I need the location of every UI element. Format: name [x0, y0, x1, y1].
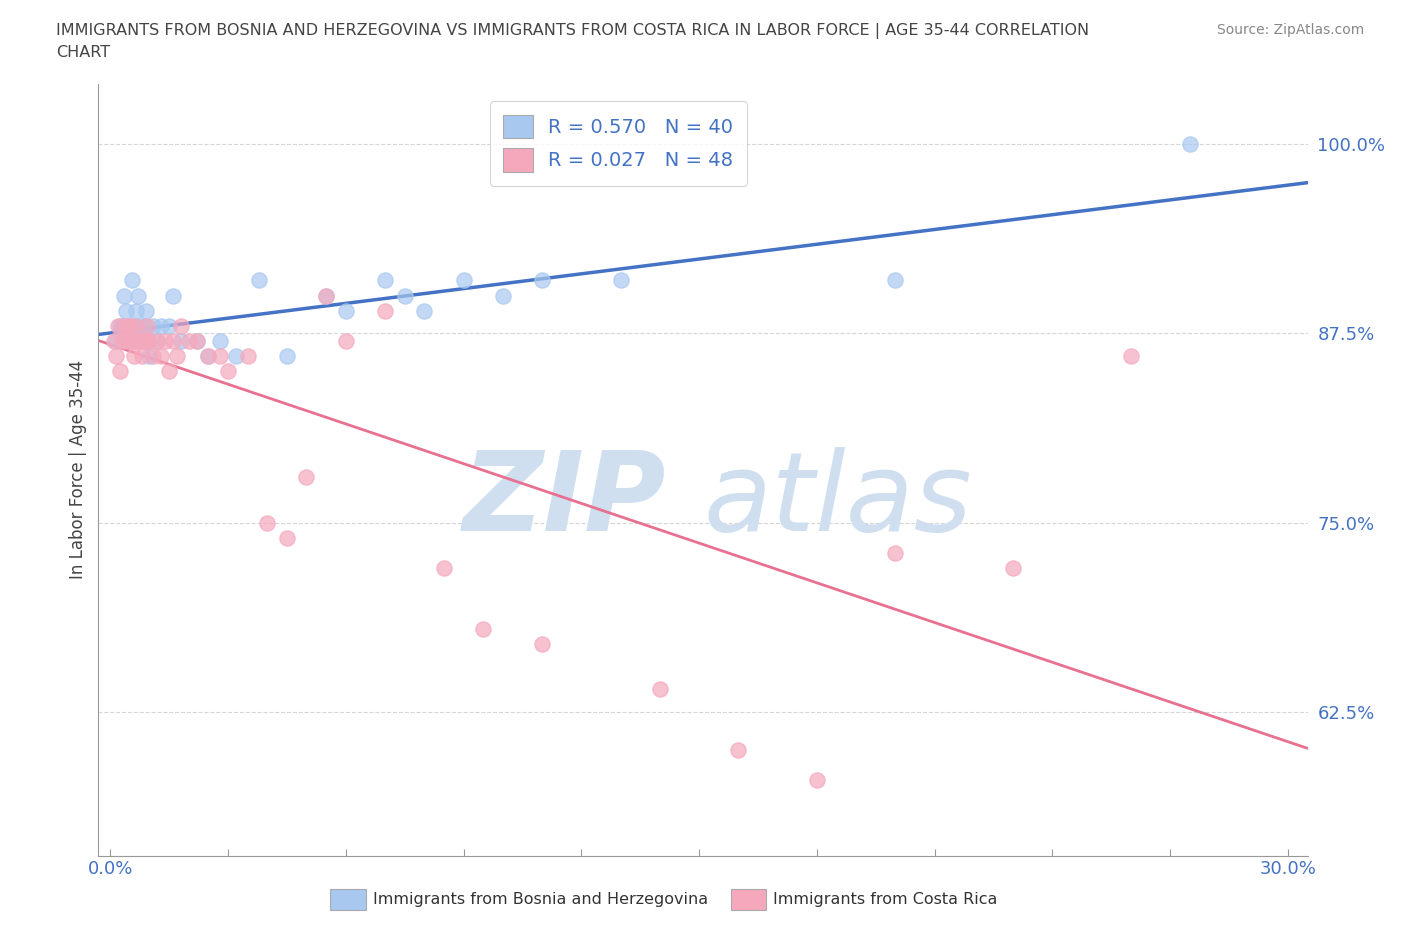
Point: [209, 334, 232, 349]
Point: [315, 288, 337, 303]
Point: [806, 773, 828, 788]
Point: [125, 303, 148, 318]
Point: [115, 303, 138, 318]
Point: [295, 470, 318, 485]
Point: [247, 273, 270, 288]
Point: [118, 334, 141, 349]
Point: [177, 334, 200, 349]
Text: CHART: CHART: [56, 45, 110, 60]
Point: [162, 334, 184, 349]
Point: [105, 349, 128, 364]
Point: [135, 303, 157, 318]
Point: [492, 288, 515, 303]
Point: [186, 334, 208, 349]
Text: Immigrants from Bosnia and Herzegovina: Immigrants from Bosnia and Herzegovina: [373, 892, 707, 907]
Point: [121, 334, 143, 349]
Point: [170, 318, 193, 333]
Point: [374, 303, 396, 318]
Point: [225, 349, 247, 364]
Point: [374, 273, 396, 288]
Point: [111, 334, 134, 349]
Legend: R = 0.570   N = 40, R = 0.027   N = 48: R = 0.570 N = 40, R = 0.027 N = 48: [489, 101, 747, 185]
Point: [157, 318, 180, 333]
Point: [136, 318, 159, 333]
Point: [131, 349, 153, 364]
Point: [1178, 137, 1201, 152]
Point: [115, 334, 138, 349]
Point: [162, 288, 184, 303]
Text: atlas: atlas: [703, 447, 972, 554]
Y-axis label: In Labor Force | Age 35-44: In Labor Force | Age 35-44: [69, 360, 87, 579]
Point: [117, 318, 139, 333]
Point: [132, 318, 155, 333]
Point: [127, 334, 149, 349]
Text: Immigrants from Costa Rica: Immigrants from Costa Rica: [773, 892, 998, 907]
Point: [453, 273, 475, 288]
Point: [117, 318, 139, 333]
Point: [146, 334, 169, 349]
Point: [127, 288, 149, 303]
Point: [413, 303, 436, 318]
Point: [138, 349, 160, 364]
Point: [105, 334, 128, 349]
Point: [197, 349, 219, 364]
Point: [112, 318, 135, 333]
Point: [111, 318, 134, 333]
Point: [107, 318, 129, 333]
Point: [108, 318, 131, 333]
Point: [335, 303, 357, 318]
Point: [122, 349, 145, 364]
Point: [112, 288, 135, 303]
Point: [472, 621, 495, 636]
Point: [217, 364, 239, 379]
Point: [394, 288, 416, 303]
Point: [125, 318, 148, 333]
Point: [142, 349, 165, 364]
Point: [727, 742, 749, 757]
Point: [128, 318, 150, 333]
Point: [103, 334, 125, 349]
Point: [131, 334, 153, 349]
Text: IMMIGRANTS FROM BOSNIA AND HERZEGOVINA VS IMMIGRANTS FROM COSTA RICA IN LABOR FO: IMMIGRANTS FROM BOSNIA AND HERZEGOVINA V…: [56, 23, 1090, 39]
Point: [122, 318, 145, 333]
Point: [315, 288, 337, 303]
Point: [136, 334, 159, 349]
Point: [153, 334, 176, 349]
Point: [276, 530, 298, 545]
Point: [335, 334, 357, 349]
Point: [118, 318, 141, 333]
Point: [146, 334, 169, 349]
Point: [166, 349, 188, 364]
Point: [128, 334, 150, 349]
Point: [236, 349, 259, 364]
Point: [170, 334, 193, 349]
Point: [1119, 349, 1142, 364]
Point: [135, 334, 157, 349]
Point: [433, 561, 456, 576]
Point: [609, 273, 631, 288]
Point: [186, 334, 208, 349]
Point: [150, 349, 173, 364]
Text: ZIP: ZIP: [463, 447, 666, 554]
Point: [648, 682, 671, 697]
Point: [150, 318, 173, 333]
Point: [1002, 561, 1025, 576]
Point: [276, 349, 298, 364]
Point: [209, 349, 232, 364]
Point: [197, 349, 219, 364]
Text: Source: ZipAtlas.com: Source: ZipAtlas.com: [1216, 23, 1364, 37]
Point: [531, 273, 554, 288]
Point: [142, 318, 165, 333]
Point: [531, 636, 554, 651]
Point: [132, 334, 155, 349]
Point: [108, 364, 131, 379]
Point: [157, 364, 180, 379]
Point: [121, 273, 143, 288]
Point: [884, 546, 907, 561]
Point: [884, 273, 907, 288]
Point: [138, 334, 160, 349]
Point: [256, 515, 278, 530]
